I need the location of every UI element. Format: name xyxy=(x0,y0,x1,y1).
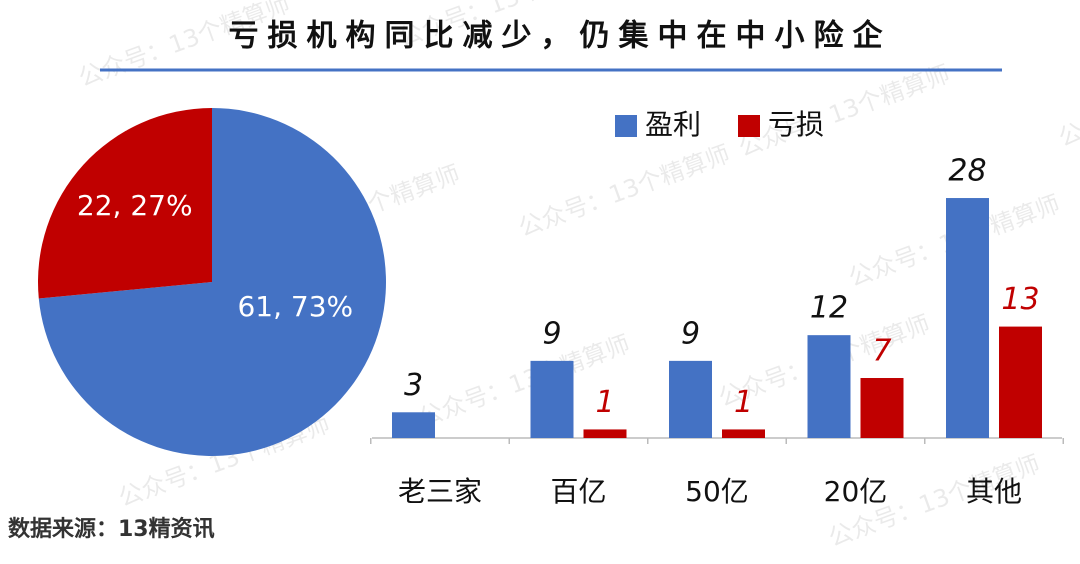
data-label: 1 xyxy=(595,385,614,420)
legend-label: 盈利 xyxy=(645,108,701,141)
data-label: 12 xyxy=(810,291,848,326)
watermark: 公众号：13个精算师 xyxy=(515,140,734,242)
bar xyxy=(860,378,904,438)
x-tick-label: 百亿 xyxy=(550,475,606,508)
pie-slice xyxy=(38,108,213,299)
pie-slice xyxy=(38,108,386,456)
bar xyxy=(722,429,765,438)
bar xyxy=(530,360,574,438)
x-tick-label: 其他 xyxy=(966,475,1022,508)
title: 亏损机构同比减少，仍集中在中小险企 xyxy=(229,19,892,54)
x-tick-label: 老三家 xyxy=(398,475,482,508)
source: 数据来源：13精资讯 xyxy=(8,516,215,542)
data-label: 9 xyxy=(542,316,561,351)
watermark: 公众号：13个精算师 xyxy=(1055,50,1080,152)
pie-label: 22, 27% xyxy=(77,189,193,222)
legend-label: 亏损 xyxy=(768,108,824,141)
data-label: 9 xyxy=(681,316,700,351)
x-tick-label: 20亿 xyxy=(824,475,888,508)
bar xyxy=(946,198,989,438)
legend-swatch xyxy=(615,115,637,137)
bar xyxy=(807,335,851,438)
data-label: 1 xyxy=(734,385,753,420)
bar xyxy=(999,326,1042,438)
pie-label: 61, 73% xyxy=(237,290,353,323)
data-label: 28 xyxy=(948,154,986,189)
x-tick-label: 50亿 xyxy=(685,475,749,508)
bar xyxy=(392,412,435,438)
legend-swatch xyxy=(738,115,760,137)
data-label: 13 xyxy=(1001,282,1039,317)
data-label: 3 xyxy=(404,368,423,403)
data-label: 7 xyxy=(872,334,891,369)
bar xyxy=(583,429,627,438)
bar xyxy=(669,360,712,438)
